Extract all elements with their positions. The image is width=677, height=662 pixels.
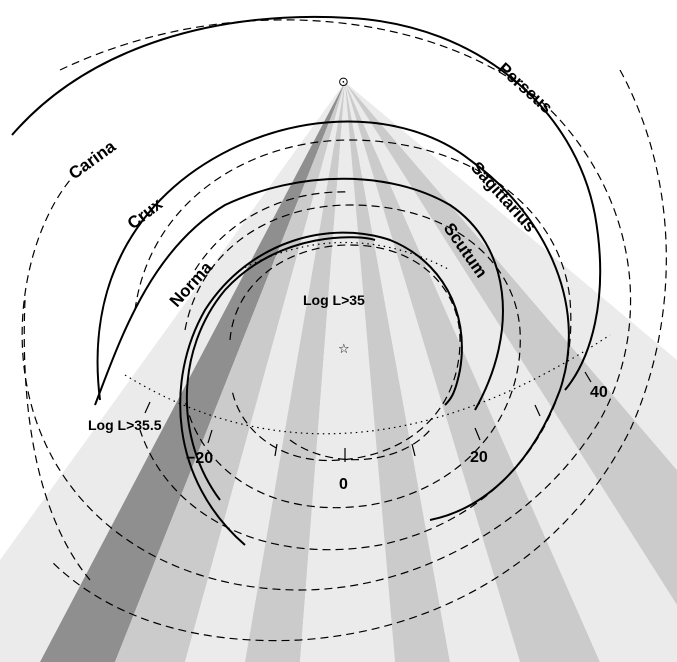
tick-label-40: 40	[590, 384, 608, 401]
arm-norma	[179, 231, 463, 546]
sector-mid-far-right	[345, 82, 677, 605]
label-log-l-35: Log L>35	[303, 292, 365, 308]
tick-mark	[534, 404, 541, 417]
label-carina: Carina	[65, 136, 119, 183]
arm-crux-scutum	[94, 177, 504, 411]
sector-mid-left	[115, 82, 345, 662]
sector-light-far-right	[345, 82, 677, 662]
dashed-arm-7	[289, 429, 431, 461]
sun-symbol-icon: ⊙	[338, 75, 349, 90]
observed-arms-solid	[11, 15, 602, 546]
tick-mark	[411, 443, 416, 457]
galactic-center-star-icon: ☆	[338, 342, 350, 357]
longitude-ticks	[144, 371, 592, 462]
model-arms-dashed	[21, 19, 667, 642]
dashed-arm-8	[194, 191, 351, 271]
luminosity-limit-arcs	[124, 241, 611, 435]
tick-label-20: 20	[470, 449, 488, 466]
label-perseus: Perseus	[494, 59, 556, 117]
sector-dark-left	[40, 82, 345, 662]
tick-label-0: 0	[339, 476, 348, 493]
limit-arc-inner	[239, 241, 451, 271]
tick-mark	[274, 443, 278, 457]
dashed-arm-4	[134, 139, 572, 551]
arm-perseus-carina	[11, 15, 602, 391]
dashed-arm-5	[184, 204, 521, 509]
tick-mark	[207, 429, 213, 444]
coverage-sectors	[0, 82, 677, 662]
sector-light-center	[300, 82, 395, 662]
arm-inner	[185, 236, 376, 501]
dashed-arm-6	[229, 244, 461, 462]
arm-sagittarius-carina	[96, 120, 570, 521]
tick-mark	[584, 371, 592, 383]
label-log-l-35-5: Log L>35.5	[88, 417, 162, 433]
dashed-arm-1	[21, 19, 632, 591]
sector-mid-center-left	[245, 82, 345, 662]
tick-mark	[144, 401, 151, 414]
sector-light-left	[185, 82, 345, 662]
tick-mark	[474, 427, 481, 441]
dashed-arm-3	[23, 299, 91, 581]
sector-light-edge-right	[345, 82, 677, 470]
limit-arc-outer	[124, 334, 611, 435]
tick-label-minus-20: −20	[186, 450, 213, 467]
